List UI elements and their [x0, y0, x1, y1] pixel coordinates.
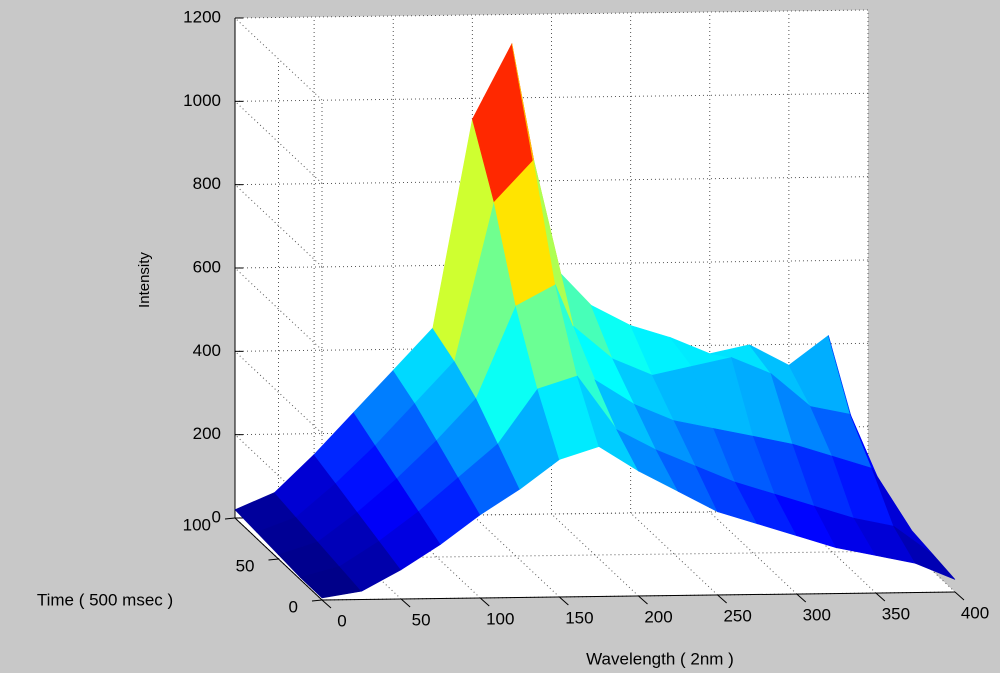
x-tick-label: 350 — [882, 604, 910, 623]
y-tick-label: 100 — [183, 515, 211, 534]
y-tick — [311, 599, 323, 602]
x-tick — [875, 592, 886, 602]
x-tick — [717, 594, 727, 604]
grid-line — [278, 550, 912, 560]
x-tick-label: 300 — [803, 605, 831, 624]
z-tick-label: 800 — [193, 174, 221, 193]
z-tick-label: 200 — [193, 424, 221, 443]
surface — [234, 42, 956, 599]
x-tick-label: 100 — [486, 609, 514, 628]
z-tick-label: 1000 — [183, 91, 221, 110]
left-wall — [235, 18, 322, 600]
y-tick-label: 0 — [289, 597, 298, 616]
x-tick — [321, 599, 332, 609]
z-tick-label: 0 — [212, 507, 221, 526]
z-tick-label: 600 — [193, 257, 221, 276]
grid-line — [234, 176, 869, 186]
y-tick — [224, 517, 236, 520]
grid-line — [234, 509, 869, 519]
x-axis — [321, 591, 956, 601]
x-tick — [954, 591, 965, 601]
x-axis-label: Wavelength ( 2nm ) — [586, 649, 734, 668]
grid-line — [234, 92, 869, 102]
x-tick-label: 150 — [565, 608, 593, 627]
y-axis-label: Time ( 500 msec ) — [37, 590, 173, 609]
y-axis — [234, 517, 323, 601]
x-tick-label: 0 — [337, 611, 346, 630]
y-tick — [268, 558, 279, 561]
x-tick — [796, 593, 807, 603]
x-tick — [638, 595, 648, 605]
labels: Wavelength ( 2nm ) Time ( 500 msec ) Int… — [37, 7, 989, 668]
x-tick-label: 50 — [412, 610, 431, 629]
x-tick-label: 200 — [644, 607, 672, 626]
grid-line — [234, 9, 869, 19]
z-axis-label: Intensity — [136, 252, 153, 308]
x-tick — [559, 596, 569, 606]
z-tick-label: 400 — [193, 341, 221, 360]
x-tick — [400, 598, 411, 608]
surface-patch — [893, 525, 956, 580]
y-tick-label: 50 — [236, 556, 255, 575]
x-tick-label: 400 — [961, 603, 989, 622]
z-tick-label: 1200 — [183, 7, 221, 26]
x-tick-label: 250 — [723, 606, 751, 625]
x-tick — [479, 597, 490, 607]
